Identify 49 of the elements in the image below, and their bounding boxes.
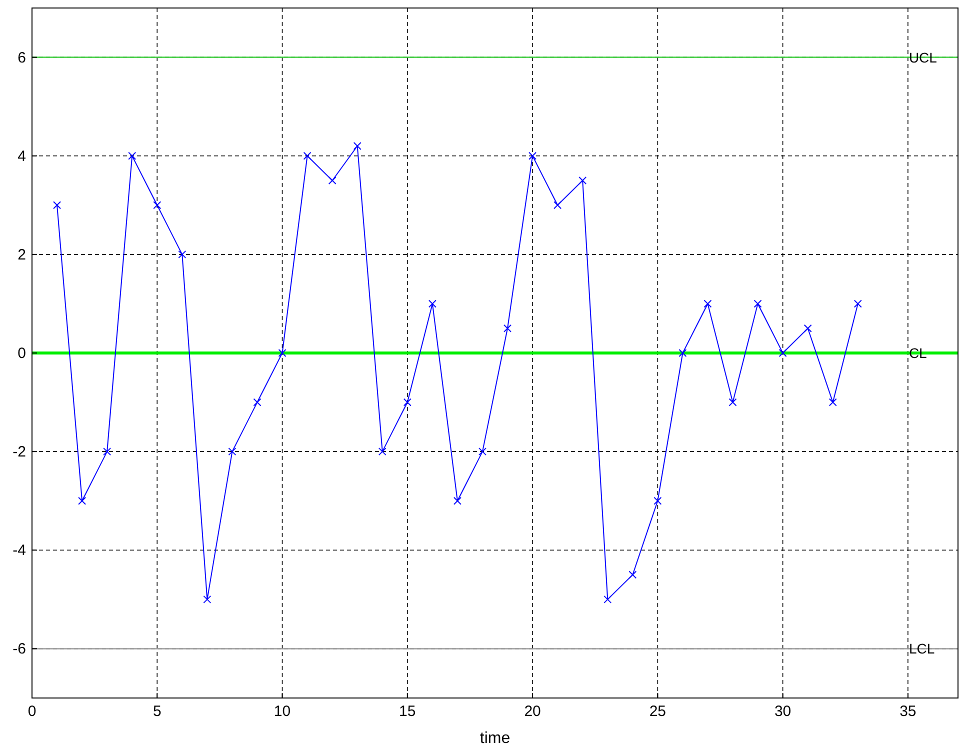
point	[53, 201, 62, 210]
point	[128, 152, 136, 160]
y-tick-label: 2	[18, 246, 26, 264]
x-axis-title: time	[480, 730, 510, 747]
y-tick-label: -2	[12, 444, 26, 461]
x-tick-label: 35	[900, 703, 916, 720]
point	[778, 349, 787, 357]
point	[754, 300, 762, 308]
point	[654, 496, 662, 505]
point	[628, 570, 637, 579]
point	[704, 300, 712, 308]
point	[353, 142, 362, 150]
point	[228, 448, 236, 456]
point	[303, 152, 312, 160]
x-tick-label: 20	[524, 703, 541, 720]
ref-line-label: LCL	[908, 640, 935, 657]
point	[478, 448, 486, 456]
point	[828, 398, 837, 406]
point	[153, 201, 162, 210]
x-tick-label: 25	[649, 703, 666, 720]
y-tick-label: -6	[12, 640, 26, 658]
point	[528, 152, 537, 160]
point	[253, 398, 262, 406]
x-tick-label: 5	[152, 703, 162, 720]
point	[554, 201, 562, 210]
point	[278, 349, 286, 357]
point	[403, 398, 412, 406]
point	[804, 324, 812, 332]
point	[378, 448, 386, 456]
point	[103, 448, 112, 456]
point	[578, 176, 587, 184]
point	[453, 496, 462, 505]
y-tick-label: 6	[18, 49, 26, 66]
point	[678, 349, 687, 357]
y-tick-label: 0	[18, 345, 26, 362]
x-tick-label: 15	[399, 703, 416, 720]
x-tick-label: 10	[274, 703, 291, 720]
point	[728, 398, 737, 406]
point	[604, 595, 612, 604]
point	[854, 300, 862, 308]
y-tick-label: -4	[12, 542, 26, 560]
point	[504, 324, 512, 332]
point	[328, 176, 336, 184]
point	[178, 250, 186, 258]
y-tick-label: 4	[18, 148, 26, 165]
x-tick-label: 30	[774, 703, 792, 720]
point	[203, 595, 212, 604]
point	[428, 300, 436, 308]
point	[78, 496, 86, 505]
